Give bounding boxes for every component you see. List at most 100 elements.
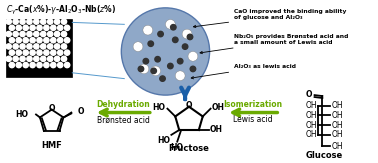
Circle shape (54, 44, 60, 49)
Text: Al₂O₃ as lewis acid: Al₂O₃ as lewis acid (191, 64, 296, 79)
Circle shape (9, 38, 14, 43)
Circle shape (20, 31, 25, 37)
Circle shape (23, 50, 28, 55)
Circle shape (160, 76, 165, 81)
Circle shape (51, 38, 56, 43)
Circle shape (54, 19, 60, 24)
Circle shape (34, 56, 39, 61)
Circle shape (40, 56, 46, 61)
Circle shape (27, 19, 32, 24)
Circle shape (40, 44, 46, 49)
Circle shape (57, 25, 63, 30)
Circle shape (143, 25, 153, 35)
Circle shape (170, 25, 176, 30)
Text: O: O (186, 101, 192, 110)
Circle shape (139, 64, 149, 74)
Circle shape (48, 44, 53, 49)
Text: Fructose: Fructose (169, 144, 209, 153)
Text: OH: OH (331, 142, 343, 151)
Circle shape (61, 56, 67, 61)
Circle shape (143, 59, 149, 64)
Circle shape (13, 44, 18, 49)
Circle shape (51, 50, 56, 55)
Circle shape (151, 68, 156, 74)
Circle shape (37, 50, 42, 55)
Circle shape (155, 57, 160, 62)
Text: OH: OH (331, 101, 343, 110)
Text: OH: OH (331, 111, 343, 120)
Text: O: O (305, 90, 312, 99)
Text: O: O (48, 104, 55, 113)
Circle shape (30, 50, 35, 55)
Text: Isomerization: Isomerization (224, 100, 283, 109)
Circle shape (34, 19, 39, 24)
Circle shape (37, 38, 42, 43)
Circle shape (16, 25, 22, 30)
Circle shape (158, 31, 163, 37)
Circle shape (23, 62, 28, 68)
Text: OH: OH (331, 121, 343, 130)
Circle shape (23, 38, 28, 43)
Circle shape (188, 52, 198, 61)
Text: CaO improved the binding ability
of glucose and Al₂O₃: CaO improved the binding ability of gluc… (194, 9, 347, 28)
Circle shape (9, 62, 14, 68)
Text: OH: OH (210, 126, 223, 134)
Circle shape (13, 31, 18, 37)
Circle shape (30, 62, 35, 68)
Circle shape (133, 42, 143, 52)
Text: Lewis acid: Lewis acid (234, 115, 273, 124)
Circle shape (121, 8, 210, 95)
Circle shape (20, 19, 25, 24)
Circle shape (151, 66, 161, 76)
Circle shape (138, 66, 144, 72)
Circle shape (34, 44, 39, 49)
Circle shape (182, 44, 188, 49)
Circle shape (166, 20, 175, 29)
Circle shape (48, 56, 53, 61)
Text: OH: OH (331, 130, 343, 139)
Circle shape (48, 31, 53, 37)
Circle shape (20, 44, 25, 49)
Circle shape (44, 25, 49, 30)
Circle shape (6, 56, 11, 61)
Circle shape (64, 50, 70, 55)
Text: Dehydration: Dehydration (96, 100, 150, 109)
Circle shape (61, 19, 67, 24)
Circle shape (57, 50, 63, 55)
Circle shape (64, 38, 70, 43)
Circle shape (23, 25, 28, 30)
Circle shape (9, 50, 14, 55)
Circle shape (167, 63, 173, 69)
Text: HO: HO (152, 103, 166, 112)
Circle shape (54, 56, 60, 61)
Circle shape (190, 66, 196, 72)
Text: Glucose: Glucose (306, 151, 343, 160)
Text: Nb₂O₅ provides Brønsted acid and
a small amount of Lewis acid: Nb₂O₅ provides Brønsted acid and a small… (200, 34, 349, 54)
Text: OH: OH (306, 101, 318, 110)
Circle shape (6, 31, 11, 37)
Text: O: O (77, 107, 84, 116)
Text: OH: OH (212, 103, 225, 112)
Circle shape (6, 44, 11, 49)
Circle shape (13, 19, 18, 24)
Circle shape (61, 31, 67, 37)
Text: OH: OH (306, 130, 318, 139)
Circle shape (44, 50, 49, 55)
Circle shape (37, 25, 42, 30)
Text: $C_{\gamma}$-Ca($x$%)-$\gamma$-Al$_2$O$_3$-Nb($z$%): $C_{\gamma}$-Ca($x$%)-$\gamma$-Al$_2$O$_… (6, 3, 116, 17)
Circle shape (37, 62, 42, 68)
Circle shape (16, 50, 22, 55)
Circle shape (57, 38, 63, 43)
Text: HO: HO (171, 143, 184, 152)
Circle shape (34, 31, 39, 37)
Circle shape (172, 37, 178, 43)
Circle shape (51, 62, 56, 68)
Circle shape (54, 31, 60, 37)
Circle shape (51, 25, 56, 30)
Circle shape (9, 25, 14, 30)
Circle shape (16, 38, 22, 43)
Circle shape (48, 19, 53, 24)
Circle shape (16, 62, 22, 68)
Circle shape (27, 56, 32, 61)
Circle shape (44, 62, 49, 68)
